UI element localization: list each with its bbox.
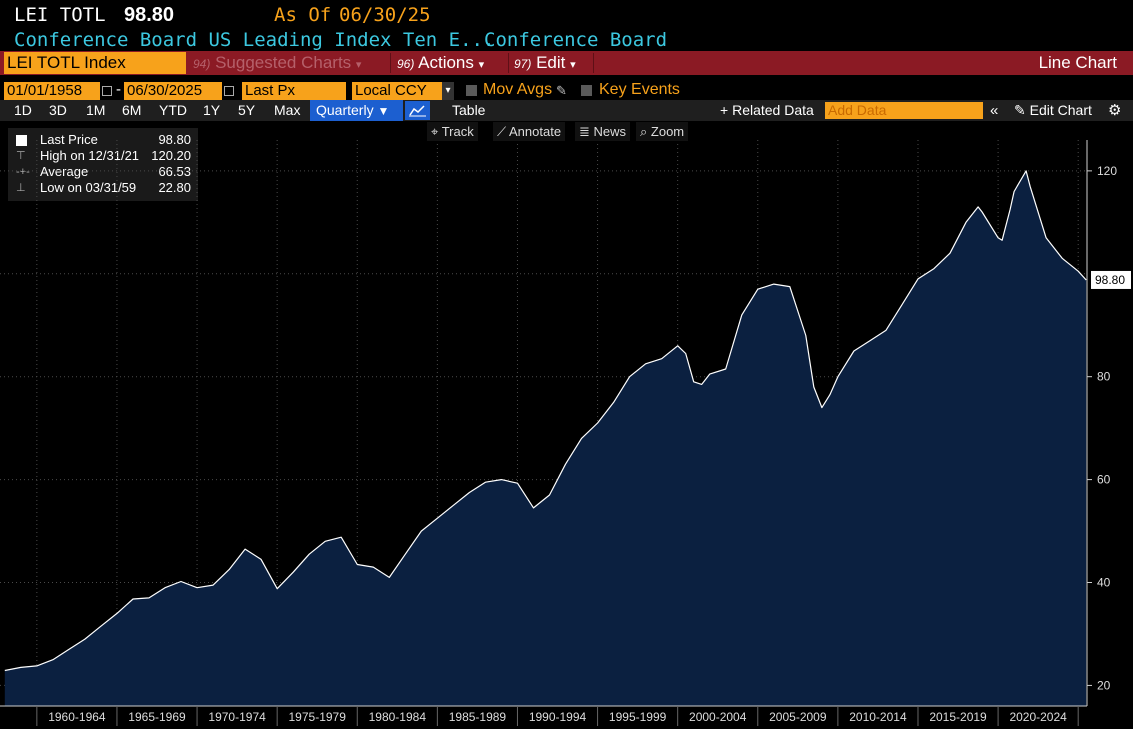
range-3d[interactable]: 3D	[49, 102, 67, 118]
calendar-icon[interactable]	[222, 83, 234, 98]
y-tick-label: 60	[1097, 473, 1111, 487]
currency-select[interactable]: Local CCY	[352, 82, 442, 100]
data-source: Conference Board	[484, 29, 668, 51]
table-button[interactable]: Table	[452, 102, 486, 118]
x-tick-label: 2005-2009	[769, 710, 827, 724]
x-tick-label: 1985-1989	[449, 710, 507, 724]
legend-box: Last Price 98.80 ⊤ High on 12/31/21 120.…	[8, 128, 198, 201]
series-area	[4, 170, 1087, 706]
x-tick-label: 1965-1969	[128, 710, 186, 724]
low-marker-icon: ⊥	[16, 182, 26, 194]
actions-button[interactable]: 96) Actions ▾	[397, 53, 485, 72]
news-button[interactable]: ≣ News	[575, 122, 631, 141]
x-tick-label: 2015-2019	[929, 710, 987, 724]
add-data-input[interactable]: Add Data	[825, 102, 983, 119]
last-price: 98.80	[124, 4, 175, 26]
range-1m[interactable]: 1M	[86, 102, 106, 118]
edit-button[interactable]: 97) Edit ▾	[514, 53, 576, 72]
as-of-label: As Of	[274, 4, 332, 26]
key-events-label[interactable]: Key Events	[599, 81, 680, 98]
news-icon: ≣	[579, 124, 590, 139]
date-dash: -	[116, 81, 121, 98]
chevron-down-icon[interactable]: ▾	[442, 82, 454, 100]
range-1y[interactable]: 1Y	[203, 102, 221, 118]
high-marker-icon: ⊤	[16, 150, 26, 162]
x-tick-label: 2010-2014	[849, 710, 907, 724]
x-tick-label: 2000-2004	[689, 710, 747, 724]
edit-chart-button[interactable]: ✎ Edit Chart	[1014, 102, 1092, 118]
last-value-tag	[1091, 270, 1131, 289]
range-6m[interactable]: 6M	[122, 102, 142, 118]
legend-average: -+- Average 66.53	[16, 164, 191, 179]
chart-type-label[interactable]: Line Chart	[1038, 53, 1117, 72]
start-date-input[interactable]: 01/01/1958	[4, 82, 100, 100]
y-tick-label: 120	[1097, 164, 1117, 178]
crosshair-icon: ⌖	[431, 124, 439, 139]
x-tick-label: 1980-1984	[369, 710, 427, 724]
legend-low: ⊥ Low on 03/31/59 22.80	[16, 180, 191, 195]
range-ytd[interactable]: YTD	[159, 102, 187, 118]
command-bar: LEI TOTL Index 94) Suggested Charts ▾ 96…	[0, 51, 1133, 75]
chevron-down-icon: ▾	[355, 59, 362, 71]
y-tick-label: 20	[1097, 678, 1111, 692]
line-chart-icon[interactable]	[405, 101, 430, 120]
x-tick-label: 1970-1974	[208, 710, 266, 724]
legend-high: ⊤ High on 12/31/21 120.20	[16, 148, 191, 163]
collapse-left-icon[interactable]: «	[990, 102, 999, 119]
x-tick-label: 1975-1979	[289, 710, 347, 724]
key-events-checkbox[interactable]	[581, 85, 592, 96]
line-chart[interactable]: 20 40 60 80 120 98.80 1960-1964 1965-1969 1970-1…	[0, 140, 1133, 729]
series-line	[4, 170, 1087, 672]
suggested-charts-button[interactable]: 94) Suggested Charts ▾	[193, 53, 362, 72]
range-bar: 1D 3D 1M 6M YTD 1Y 5Y Max Quarterly ▼ Ta…	[0, 100, 1133, 121]
related-data-button[interactable]: + Related Data	[720, 102, 814, 118]
mov-avgs-label[interactable]: Mov Avgs	[483, 81, 553, 98]
x-tick-label: 1995-1999	[609, 710, 667, 724]
title-bar: LEI TOTL 98.80 As Of 06/30/25	[14, 2, 1114, 28]
legend-last-price: Last Price 98.80	[8, 132, 198, 148]
average-marker-icon: -+-	[16, 166, 30, 178]
ticker: LEI TOTL	[14, 4, 106, 26]
gear-icon[interactable]: ⚙	[1108, 102, 1122, 119]
track-button[interactable]: ⌖ Track	[427, 122, 478, 141]
field-select[interactable]: Last Px	[242, 82, 346, 100]
calendar-icon[interactable]	[100, 83, 112, 98]
chevron-down-icon: ▾	[570, 59, 576, 71]
plus-icon: +	[720, 102, 729, 118]
pencil-icon[interactable]: ✎	[556, 83, 567, 98]
x-tick-label: 2020-2024	[1009, 710, 1067, 724]
square-icon	[16, 135, 27, 146]
periodicity-select[interactable]: Quarterly ▼	[310, 100, 403, 121]
as-of-date: 06/30/25	[339, 4, 431, 26]
mov-avgs-checkbox[interactable]	[466, 85, 477, 96]
x-tick-label: 1960-1964	[48, 710, 106, 724]
x-tick-label: 1990-1994	[529, 710, 587, 724]
annotate-icon: ⟋	[497, 124, 507, 139]
y-tick-label: 80	[1097, 370, 1111, 384]
annotate-button[interactable]: ⟋ Annotate	[493, 122, 566, 141]
range-max[interactable]: Max	[274, 102, 301, 118]
range-5y[interactable]: 5Y	[238, 102, 256, 118]
zoom-button[interactable]: ⌕ Zoom	[636, 122, 689, 141]
pencil-icon: ✎	[1014, 102, 1026, 118]
chevron-down-icon: ▼	[377, 104, 390, 118]
last-value-label: 98.80	[1095, 273, 1125, 287]
chevron-down-icon: ▾	[478, 59, 485, 71]
security-long-name: Conference Board US Leading Index Ten E.…	[14, 29, 495, 51]
range-1d[interactable]: 1D	[14, 102, 32, 118]
zoom-icon: ⌕	[640, 124, 648, 139]
security-input[interactable]: LEI TOTL Index	[4, 52, 186, 74]
y-tick-label: 40	[1097, 576, 1111, 590]
end-date-input[interactable]: 06/30/2025	[124, 82, 222, 100]
